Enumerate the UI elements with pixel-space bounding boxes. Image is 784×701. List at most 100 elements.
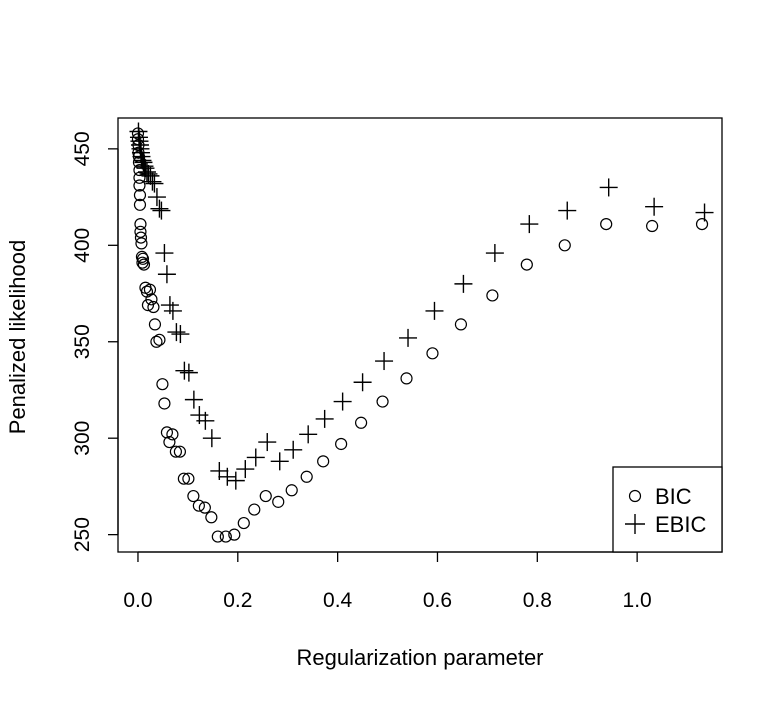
data-point-ebic [695, 203, 714, 222]
data-point-ebic [353, 373, 372, 392]
data-point-ebic [137, 163, 156, 182]
data-point-ebic [150, 199, 169, 218]
data-point-ebic [375, 352, 394, 371]
data-point-bic [192, 499, 205, 512]
x-axis-title: Regularization parameter [296, 645, 543, 670]
y-tick-label: 250 [71, 517, 94, 552]
data-point-ebic [236, 460, 255, 479]
data-point-ebic [152, 201, 171, 220]
data-point-ebic [315, 409, 334, 428]
data-point-bic [335, 437, 348, 451]
data-point-bic [237, 516, 250, 530]
data-point-bic [454, 318, 468, 331]
data-point-bic [285, 484, 298, 497]
data-point-bic [136, 252, 150, 265]
data-point-bic [177, 472, 190, 485]
legend-marker-ebic [625, 514, 645, 534]
data-point-ebic [284, 440, 303, 459]
data-point-bic [158, 397, 171, 410]
data-point-ebic [202, 429, 221, 448]
data-point-bic [143, 283, 157, 296]
data-point-bic [156, 378, 169, 391]
data-point-bic [136, 256, 149, 269]
data-point-bic [272, 495, 285, 508]
data-point-bic [134, 217, 147, 231]
data-point-ebic [270, 452, 289, 471]
data-point-bic [248, 503, 261, 516]
data-point-bic [147, 300, 160, 314]
x-axis: 0.0 0.2 0.4 0.6 0.8 1.0 [123, 551, 652, 612]
data-point-bic [426, 347, 439, 360]
legend: BIC EBIC [612, 466, 723, 553]
y-axis: 250 300 350 400 450 [71, 131, 119, 552]
data-point-bic [134, 225, 147, 238]
data-point-ebic [218, 467, 237, 486]
data-point-bic [145, 293, 158, 306]
data-point-bic [163, 435, 176, 449]
data-point-ebic [645, 197, 664, 216]
data-point-ebic [175, 361, 194, 380]
data-point-ebic [147, 188, 166, 207]
data-point-bic [137, 258, 151, 271]
data-point-ebic [299, 425, 318, 444]
data-point-bic [486, 289, 499, 302]
data-point-bic [187, 489, 200, 503]
x-tick-label: 0.0 [123, 589, 152, 612]
legend-label-ebic: EBIC [655, 512, 706, 537]
data-point-bic [160, 426, 174, 439]
data-point-bic [400, 372, 413, 385]
y-tick-label: 400 [71, 228, 94, 263]
data-point-bic [182, 472, 195, 485]
x-tick-label: 0.6 [423, 589, 452, 612]
data-point-bic [173, 445, 186, 458]
data-point-bic [219, 530, 232, 543]
x-tick-label: 0.4 [323, 589, 353, 612]
data-point-ebic [163, 301, 182, 320]
data-point-bic [133, 179, 146, 192]
data-point-ebic [171, 325, 190, 344]
data-point-ebic [454, 274, 473, 293]
data-point-bic [198, 501, 211, 514]
data-point-bic [558, 239, 571, 252]
data-point-bic [695, 217, 709, 231]
series-ebic [129, 122, 714, 490]
data-point-bic [169, 445, 183, 458]
data-point-ebic [179, 363, 198, 382]
x-tick-label: 0.2 [223, 589, 252, 612]
data-point-ebic [184, 390, 203, 409]
data-point-bic [141, 299, 155, 312]
data-point-bic [205, 511, 218, 524]
data-point-ebic [226, 471, 245, 490]
y-tick-label: 350 [71, 324, 94, 359]
legend-label-bic: BIC [655, 484, 692, 509]
data-point-ebic [196, 411, 215, 430]
data-point-bic [600, 217, 613, 231]
data-point-ebic [399, 328, 418, 347]
data-point-ebic [157, 265, 176, 284]
data-point-ebic [167, 323, 186, 342]
data-point-ebic [333, 392, 352, 411]
y-axis-title: Penalized likelihood [5, 240, 30, 434]
data-point-bic [376, 395, 389, 408]
data-point-bic [646, 219, 659, 233]
data-point-bic [135, 237, 148, 250]
data-point-ebic [145, 174, 164, 193]
data-point-bic [150, 335, 163, 348]
data-point-bic [153, 333, 166, 346]
series-layer [129, 122, 714, 543]
legend-box [612, 466, 723, 553]
data-point-ebic [246, 448, 265, 467]
data-point-bic [300, 470, 313, 483]
data-point-ebic [258, 433, 277, 452]
data-point-bic [211, 530, 224, 543]
data-point-ebic [155, 244, 174, 263]
data-point-bic [133, 189, 147, 202]
data-point-ebic [520, 215, 539, 234]
y-tick-label: 450 [71, 131, 94, 166]
data-point-bic [135, 250, 149, 263]
data-point-bic [148, 318, 162, 331]
data-point-bic [133, 198, 147, 211]
x-tick-label: 1.0 [623, 589, 652, 612]
data-point-bic [166, 428, 179, 441]
